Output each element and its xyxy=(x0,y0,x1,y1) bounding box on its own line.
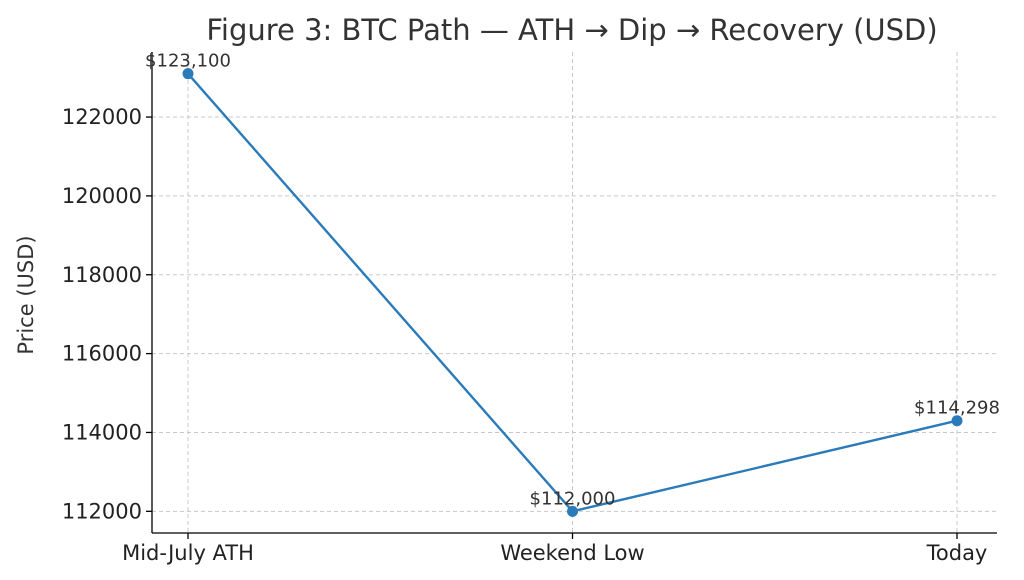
data-point xyxy=(567,505,578,517)
y-tick-label: 112000 xyxy=(62,499,142,523)
y-tick-label: 122000 xyxy=(62,105,142,129)
data-label: $123,100 xyxy=(145,51,231,72)
y-tick-label: 118000 xyxy=(62,263,142,287)
x-tick-label: Today xyxy=(926,541,988,565)
x-tick-label: Weekend Low xyxy=(500,541,644,565)
y-tick-label: 120000 xyxy=(62,184,142,208)
data-label: $112,000 xyxy=(530,488,616,509)
x-tick-label: Mid-July ATH xyxy=(122,541,254,565)
y-tick-label: 114000 xyxy=(62,420,142,444)
y-tick-label: 116000 xyxy=(62,342,142,366)
data-label: $114,298 xyxy=(914,398,1000,419)
y-axis-label: Price (USD) xyxy=(14,235,38,354)
data-point xyxy=(182,68,194,80)
chart-title: Figure 3: BTC Path — ATH → Dip → Recover… xyxy=(206,13,937,47)
data-point xyxy=(951,415,963,427)
